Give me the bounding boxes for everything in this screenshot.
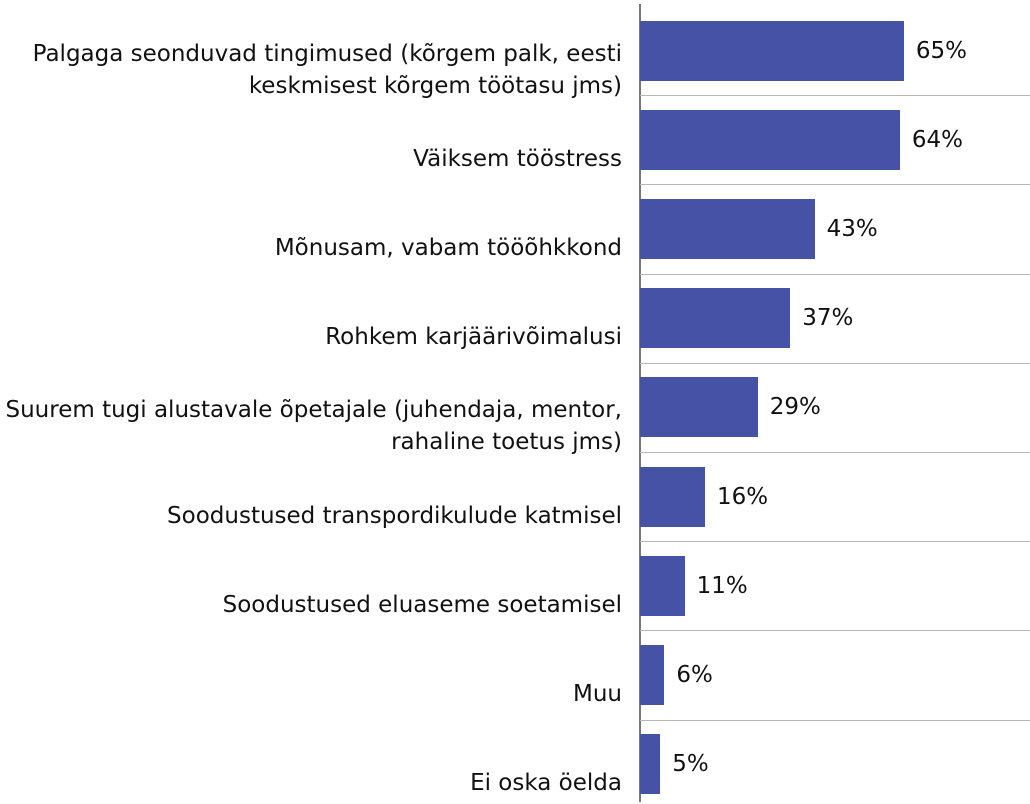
value-label: 43% — [826, 216, 878, 242]
category-label: Ei oska öelda — [470, 770, 622, 797]
row-separator — [640, 95, 1030, 97]
value-label: 65% — [915, 37, 968, 64]
bar — [640, 555, 685, 616]
bar — [640, 377, 758, 438]
category-label: Muu — [573, 681, 622, 707]
value-label: 6% — [676, 662, 713, 688]
value-label: 5% — [672, 751, 709, 778]
row-separator — [640, 630, 1030, 632]
row-separator — [640, 184, 1030, 186]
row-separator — [640, 719, 1030, 721]
category-label: Mõnusam, vabam tööõhkkond — [274, 235, 622, 261]
category-label: Palgaga seonduvad tingimused (kõrgem pal… — [32, 40, 622, 99]
bar — [640, 466, 705, 527]
category-label: Väiksem tööstress — [413, 145, 622, 172]
row-separator — [640, 541, 1030, 543]
bar — [640, 288, 791, 349]
value-label: 64% — [911, 126, 963, 153]
bar — [640, 20, 904, 81]
category-label: Soodustused eluaseme soetamisel — [222, 591, 622, 618]
bar — [640, 199, 815, 259]
category-label: Soodustused transpordikulude katmisel — [167, 502, 622, 529]
value-label: 37% — [802, 305, 854, 332]
row-separator — [640, 452, 1030, 453]
value-label: 16% — [716, 483, 769, 510]
row-separator — [640, 273, 1030, 275]
bar — [640, 734, 661, 795]
bar — [640, 645, 665, 705]
row-separator — [640, 362, 1030, 364]
bar — [640, 109, 900, 170]
value-label: 29% — [769, 394, 821, 421]
category-label: Suurem tugi alustavale õpetajale (juhend… — [5, 397, 623, 456]
value-label: 11% — [696, 572, 748, 599]
category-label: Rohkem karjäärivõimalusi — [325, 324, 622, 351]
